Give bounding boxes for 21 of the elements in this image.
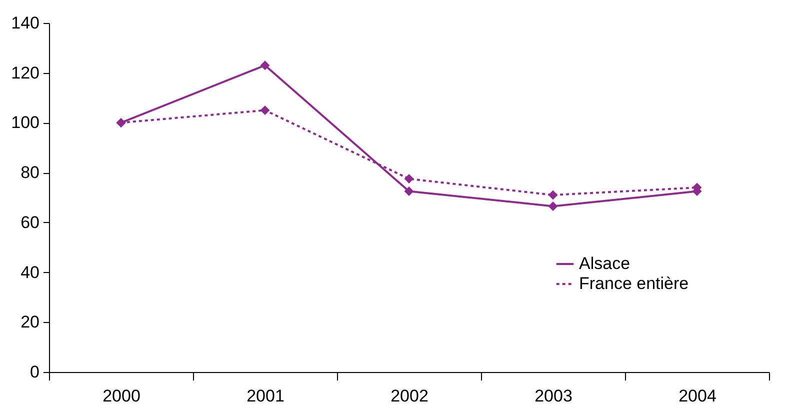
point bbox=[404, 174, 414, 184]
point bbox=[404, 186, 414, 196]
y-tick-label: 40 bbox=[20, 262, 40, 282]
y-tick-label: 20 bbox=[20, 312, 40, 332]
x-tick-label: 2002 bbox=[390, 386, 428, 406]
point bbox=[548, 190, 558, 200]
y-tick-label: 120 bbox=[11, 63, 40, 82]
y-tick-label: 80 bbox=[20, 163, 40, 182]
x-tick-label: 2004 bbox=[678, 386, 716, 406]
legend-label: France entière bbox=[579, 274, 689, 293]
y-tick-label: 60 bbox=[20, 212, 40, 232]
point bbox=[548, 201, 558, 211]
x-tick-label: 2003 bbox=[534, 386, 572, 406]
y-tick-label: 0 bbox=[30, 362, 40, 382]
x-tick-label: 2001 bbox=[246, 386, 284, 406]
point bbox=[260, 106, 270, 115]
point bbox=[260, 60, 270, 70]
legend-label: Alsace bbox=[579, 254, 630, 273]
y-tick-label: 100 bbox=[11, 113, 40, 132]
y-tick-label: 140 bbox=[11, 14, 40, 32]
x-tick-label: 2000 bbox=[102, 386, 140, 406]
